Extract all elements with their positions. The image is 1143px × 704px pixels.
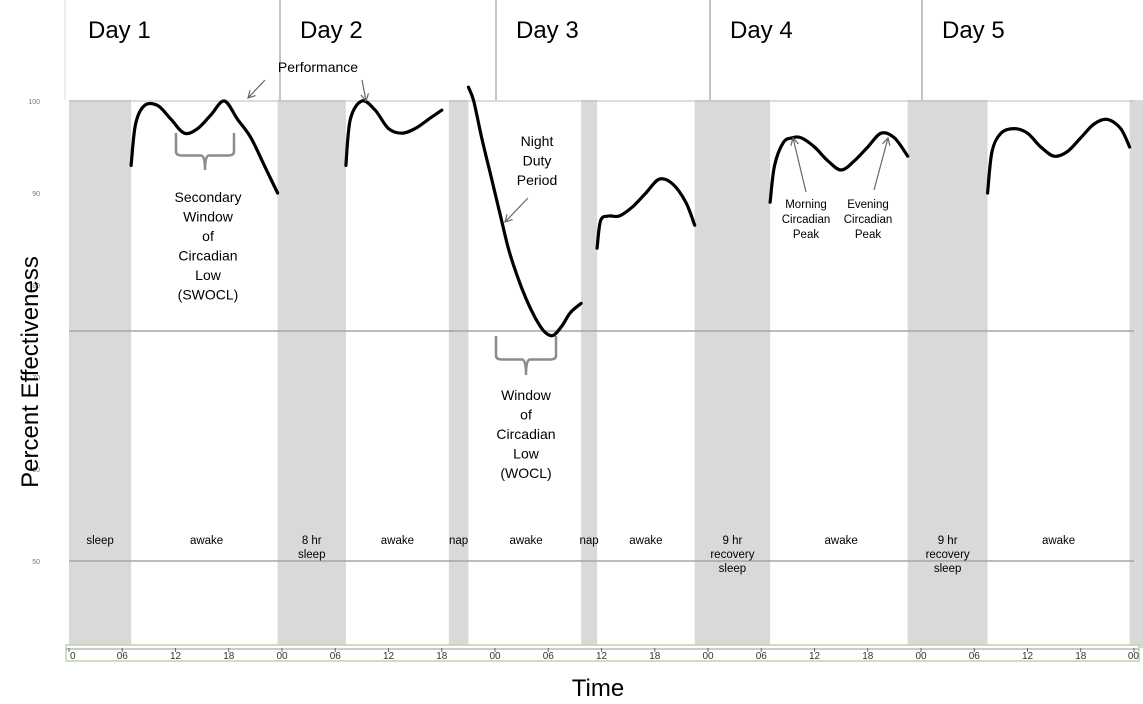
y-tick-label: 50 [32,559,40,566]
x-tick-label: 12 [170,651,182,662]
performance-curve [466,85,583,338]
x-tick-label: 12 [596,651,608,662]
sleep-band [277,100,346,648]
annotation-arrow [247,79,266,99]
annotation-arrow [873,137,889,191]
x-tick-label: 06 [543,651,555,662]
annotation-evening-peak: Evening Circadian Peak [844,199,893,241]
annotation-brace [494,336,558,376]
day-label: Day 2 [300,17,363,44]
x-tick-label: 12 [1022,651,1034,662]
x-tick-label: 18 [223,651,235,662]
performance-curve [344,99,444,167]
awake-label: awake [825,535,858,547]
annotations: Performance Secondary Window of Circadian Low… [175,59,893,481]
annotation-swocl: Secondary Window of Circadian Low (SWOCL) [175,189,242,303]
annotation-wocl: Window of Circadian Low (WOCL) [496,387,555,481]
awake-label: awake [629,535,662,547]
awake-label: awake [1042,535,1075,547]
x-axis: 0 06 12 18 00 06 12 18 00 06 12 18 00 06 12 18 00 06 12 18 0… [65,644,1140,662]
annotation-arrowhead [360,93,370,103]
annotation-brace [174,133,236,171]
sleep-band [448,100,469,648]
performance-curves [129,85,1132,338]
performance-curve [768,131,910,204]
x-tick-label: 00 [1128,651,1140,662]
y-tick-label: 60 [32,467,40,474]
sleep-band [694,100,771,648]
x-tick-label: 18 [862,651,874,662]
day-header: Day 1 Day 2 Day 3 Day 4 Day 5 [64,0,1005,100]
sleep-label: 9 hr recovery sleep [710,535,754,575]
day-label: Day 4 [730,17,793,44]
annotation-arrowhead [790,136,799,146]
awake-label: awake [381,535,414,547]
sleep-label: 8 hr sleep [298,535,326,561]
reference-lines [69,100,1134,562]
sleep-label: sleep [86,535,114,547]
annotation-arrow [504,197,529,223]
y-tick-label: 80 [32,283,40,290]
x-tick-label: 06 [330,651,342,662]
x-tick-label: 18 [649,651,661,662]
x-tick-label: 0 [70,651,76,662]
sleep-label: nap [579,535,598,547]
y-axis-title: Percent Effectiveness [17,256,44,488]
day-label: Day 5 [942,17,1005,44]
x-tick-label: 00 [702,651,714,662]
awake-label: awake [190,535,223,547]
awake-label: awake [509,535,542,547]
day-label: Day 3 [516,17,579,44]
x-tick-label: 00 [915,651,927,662]
annotation-arrowhead [504,214,513,223]
y-tick-label: 90 [32,191,40,198]
sleep-bands [69,100,1143,648]
x-tick-label: 06 [969,651,981,662]
sleep-label: 9 hr recovery sleep [926,535,970,575]
performance-curve [986,117,1132,195]
x-axis-title: Time [572,675,624,702]
annotation-arrow [792,137,807,193]
x-tick-label: 00 [489,651,501,662]
x-tick-label: 12 [809,651,821,662]
sleep-label: nap [449,535,468,547]
y-tick-label: 70 [32,375,40,382]
x-tick-label: 18 [436,651,448,662]
sleep-band [907,100,988,648]
annotation-morning-peak: Morning Circadian Peak [782,199,831,241]
x-tick-label: 06 [756,651,768,662]
x-tick-label: 18 [1075,651,1087,662]
y-axis-ticks: 100 90 80 70 60 50 [28,99,40,566]
annotation-arrow [361,79,367,102]
annotation-arrowhead [882,136,891,146]
sleep-band [1129,100,1143,648]
state-labels: sleep 8 hr sleep nap nap 9 hr recovery sleep 9 h… [86,535,1075,575]
y-tick-label: 100 [28,99,40,106]
sleep-band [69,100,132,648]
performance-curve [129,99,280,195]
performance-curve [595,177,697,250]
sleep-band [581,100,598,648]
annotation-arrowhead [247,90,256,99]
x-tick-label: 00 [276,651,288,662]
day-label: Day 1 [88,17,151,44]
x-tick-label: 12 [383,651,395,662]
annotation-night-duty: Night Duty Period [517,133,557,188]
x-tick-label: 06 [117,651,129,662]
annotation-performance: Performance [278,59,358,75]
